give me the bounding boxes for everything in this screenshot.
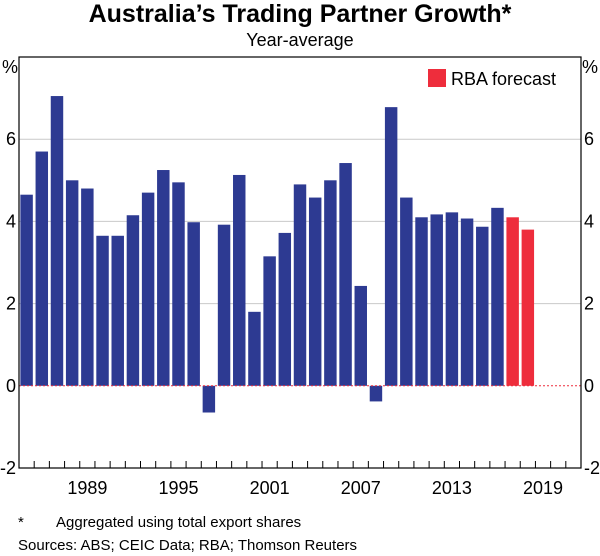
bar-actual-2012 [430, 214, 443, 386]
x-tick-label-2001: 2001 [250, 478, 290, 498]
bar-actual-1998 [217, 224, 231, 386]
x-tick-label-2007: 2007 [341, 478, 381, 498]
bar-actual-1994 [157, 170, 170, 386]
chart-subtitle: Year-average [246, 30, 354, 50]
y-tick-right-0: 0 [584, 376, 594, 396]
legend: RBA forecast [428, 69, 556, 89]
bar-actual-2004 [308, 197, 322, 386]
y-axis-unit-right: % [582, 57, 598, 77]
y-tick-right--2: -2 [584, 458, 600, 478]
bar-actual-2010 [400, 197, 413, 386]
bar-actual-1995 [172, 182, 185, 386]
bar-actual-1989 [81, 188, 94, 386]
bar-actual-2005 [324, 180, 337, 386]
bar-actual-2003 [293, 184, 307, 386]
bar-actual-1991 [111, 235, 124, 386]
bar-actual-2016 [491, 207, 504, 386]
footnote-text: Aggregated using total export shares [56, 514, 302, 531]
x-tick-label-1989: 1989 [67, 478, 107, 498]
y-tick-right-6: 6 [584, 129, 594, 149]
bar-actual-2001 [263, 256, 276, 386]
y-tick-left-6: 6 [6, 129, 16, 149]
y-tick-right-2: 2 [584, 294, 594, 314]
bar-actual-2008 [369, 385, 383, 402]
bar-actual-2014 [460, 218, 474, 386]
bar-actual-2009 [384, 107, 398, 386]
legend-swatch-rba-forecast [428, 69, 446, 87]
bar-actual-2006 [339, 163, 352, 386]
bar-actual-1999 [233, 174, 246, 386]
bar-actual-1987 [50, 96, 64, 386]
legend-label-rba-forecast: RBA forecast [451, 69, 556, 89]
x-tick-label-2013: 2013 [432, 478, 472, 498]
footnote: * Aggregated using total export shares [18, 514, 301, 532]
bar-actual-1997 [202, 385, 216, 413]
bar-actual-2000 [248, 311, 261, 386]
bar-rba-forecast-2017 [506, 217, 519, 386]
bar-actual-1988 [65, 180, 79, 386]
bar-actual-2013 [445, 212, 459, 386]
bar-actual-2015 [476, 226, 489, 386]
bar-actual-2002 [278, 232, 292, 386]
bar-actual-1986 [35, 151, 49, 386]
y-axis-unit-left: % [2, 57, 18, 77]
bar-actual-1990 [96, 235, 109, 386]
bar-actual-1993 [141, 192, 155, 386]
bar-actual-2007 [354, 285, 367, 386]
bar-rba-forecast-2018 [521, 229, 535, 386]
y-tick-right-4: 4 [584, 211, 594, 231]
x-tick-label-1995: 1995 [158, 478, 198, 498]
y-tick-left--2: -2 [0, 458, 16, 478]
bar-actual-2011 [415, 217, 428, 386]
footnote-mark: * [18, 514, 24, 531]
y-tick-left-4: 4 [6, 211, 16, 231]
y-tick-left-2: 2 [6, 294, 16, 314]
chart-title: Australia’s Trading Partner Growth* [88, 0, 512, 28]
x-tick-label-2019: 2019 [523, 478, 563, 498]
plot-frame [18, 56, 582, 469]
bar-actual-1992 [126, 215, 140, 386]
bar-actual-1996 [187, 222, 200, 386]
y-tick-left-0: 0 [6, 376, 16, 396]
sources-note: Sources: ABS; CEIC Data; RBA; Thomson Re… [18, 537, 358, 554]
bar-actual-1985 [20, 194, 33, 386]
